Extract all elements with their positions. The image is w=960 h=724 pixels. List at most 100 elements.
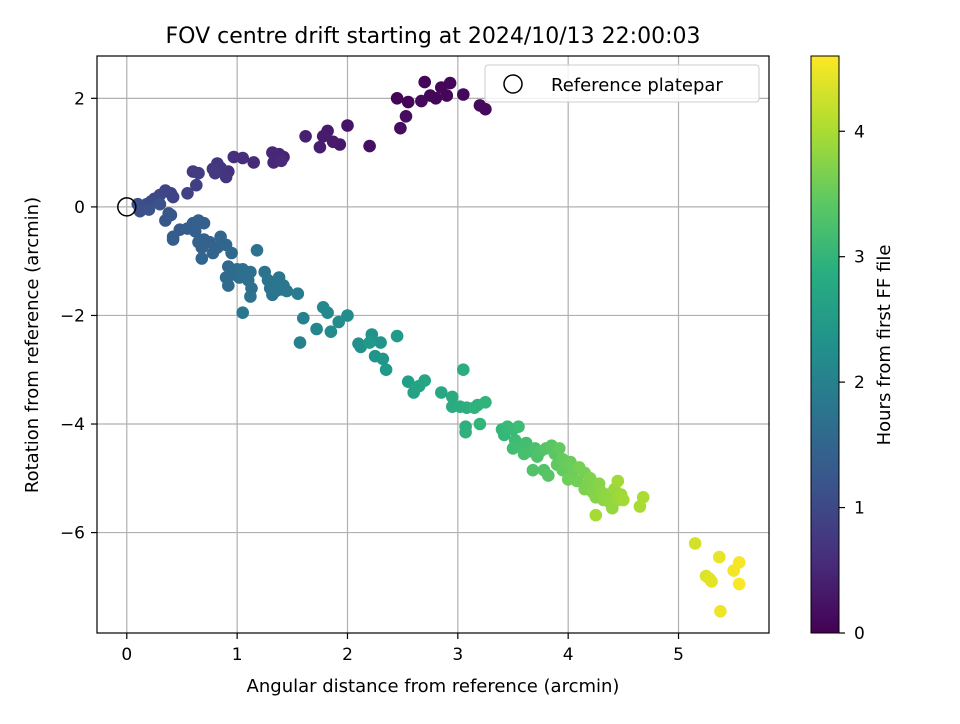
- data-point: [688, 537, 702, 550]
- colorbar-tick-label: 2: [854, 373, 865, 393]
- data-point: [188, 225, 202, 238]
- data-point: [192, 166, 205, 180]
- y-tick-label: −2: [60, 306, 85, 326]
- data-point: [714, 605, 727, 618]
- data-point: [321, 306, 334, 320]
- data-point: [401, 375, 415, 389]
- data-point: [222, 279, 235, 292]
- data-point: [429, 92, 443, 105]
- data-point: [399, 110, 413, 123]
- data-point: [459, 425, 472, 439]
- data-point: [512, 420, 525, 434]
- data-point: [473, 417, 487, 431]
- data-point: [589, 508, 603, 522]
- data-point: [379, 363, 393, 377]
- y-tick-label: −4: [60, 415, 85, 435]
- data-point: [394, 121, 407, 135]
- data-point: [164, 208, 178, 222]
- data-point: [326, 135, 340, 149]
- data-point: [570, 474, 584, 488]
- data-point: [266, 146, 279, 159]
- data-point: [208, 166, 222, 180]
- legend-entry-reference-platepar: Reference platepar: [551, 75, 723, 96]
- data-point: [374, 336, 387, 349]
- chart-title: FOV centre drift starting at 2024/10/13 …: [166, 24, 701, 49]
- data-point: [219, 170, 233, 184]
- y-tick-label: 0: [74, 198, 85, 218]
- x-tick-label: 2: [342, 645, 353, 665]
- data-point: [181, 187, 194, 200]
- data-point: [440, 89, 454, 102]
- data-point: [611, 474, 625, 488]
- data-point: [732, 556, 746, 569]
- data-point: [435, 386, 448, 399]
- data-point: [363, 139, 376, 153]
- x-tick-label: 4: [563, 645, 574, 665]
- data-point: [553, 442, 566, 455]
- data-point: [479, 102, 492, 116]
- y-tick-label: 2: [74, 89, 85, 109]
- legend: Reference platepar: [484, 64, 760, 103]
- data-point: [705, 575, 718, 588]
- data-point: [244, 290, 257, 303]
- data-point: [390, 329, 404, 343]
- data-point: [291, 287, 305, 301]
- x-tick-label: 0: [121, 645, 132, 665]
- plot-frame: [96, 55, 770, 634]
- y-tick-label: −6: [60, 524, 85, 544]
- data-point: [341, 309, 354, 322]
- data-point: [415, 94, 428, 108]
- data-point: [517, 447, 531, 461]
- data-point: [341, 119, 354, 132]
- data-point: [227, 150, 241, 164]
- data-point: [713, 550, 726, 564]
- reference-platepar-marker: [117, 197, 137, 217]
- colorbar-label: Hours from first FF file: [874, 245, 895, 446]
- data-points: [131, 75, 746, 618]
- data-point: [376, 352, 390, 366]
- x-axis-ticks: 0 1 2 3 4 5: [121, 633, 684, 665]
- colorbar-ticks: 0 1 2 3 4: [839, 122, 865, 644]
- data-point: [390, 92, 404, 105]
- data-point: [166, 233, 180, 246]
- data-point: [275, 154, 288, 168]
- data-point: [236, 306, 249, 320]
- data-point: [446, 390, 459, 404]
- data-point: [324, 325, 338, 339]
- data-point: [401, 95, 415, 109]
- colorbar-tick-label: 3: [854, 248, 865, 268]
- data-point: [479, 396, 492, 409]
- x-tick-label: 3: [452, 645, 463, 665]
- data-point: [297, 311, 310, 325]
- data-point: [293, 336, 307, 349]
- data-point: [280, 284, 294, 298]
- x-tick-label: 5: [673, 645, 684, 665]
- data-point: [443, 76, 457, 90]
- data-point: [153, 197, 167, 211]
- data-point: [732, 577, 746, 591]
- colorbar-tick-label: 0: [854, 624, 865, 644]
- legend-reference-marker: [503, 74, 523, 94]
- colorbar-tick-label: 1: [854, 499, 865, 519]
- data-point: [310, 322, 323, 336]
- grid: [97, 56, 769, 633]
- data-point: [250, 244, 264, 257]
- y-axis-ticks: 2 0 −2 −4 −6: [60, 89, 97, 544]
- legend-box: [484, 64, 760, 103]
- x-axis-label: Angular distance from reference (arcmin): [247, 676, 620, 697]
- data-point: [457, 363, 470, 377]
- data-point: [197, 216, 211, 230]
- data-point: [542, 469, 555, 482]
- data-point: [313, 140, 327, 154]
- colorbar: [810, 55, 840, 634]
- data-point: [190, 178, 203, 192]
- y-axis-label: Rotation from reference (arcmin): [22, 197, 43, 493]
- x-tick-label: 1: [232, 645, 243, 665]
- data-point: [636, 491, 650, 504]
- data-point: [526, 463, 540, 477]
- colorbar-tick-label: 4: [854, 122, 865, 142]
- data-point: [247, 156, 260, 169]
- data-point: [142, 203, 156, 216]
